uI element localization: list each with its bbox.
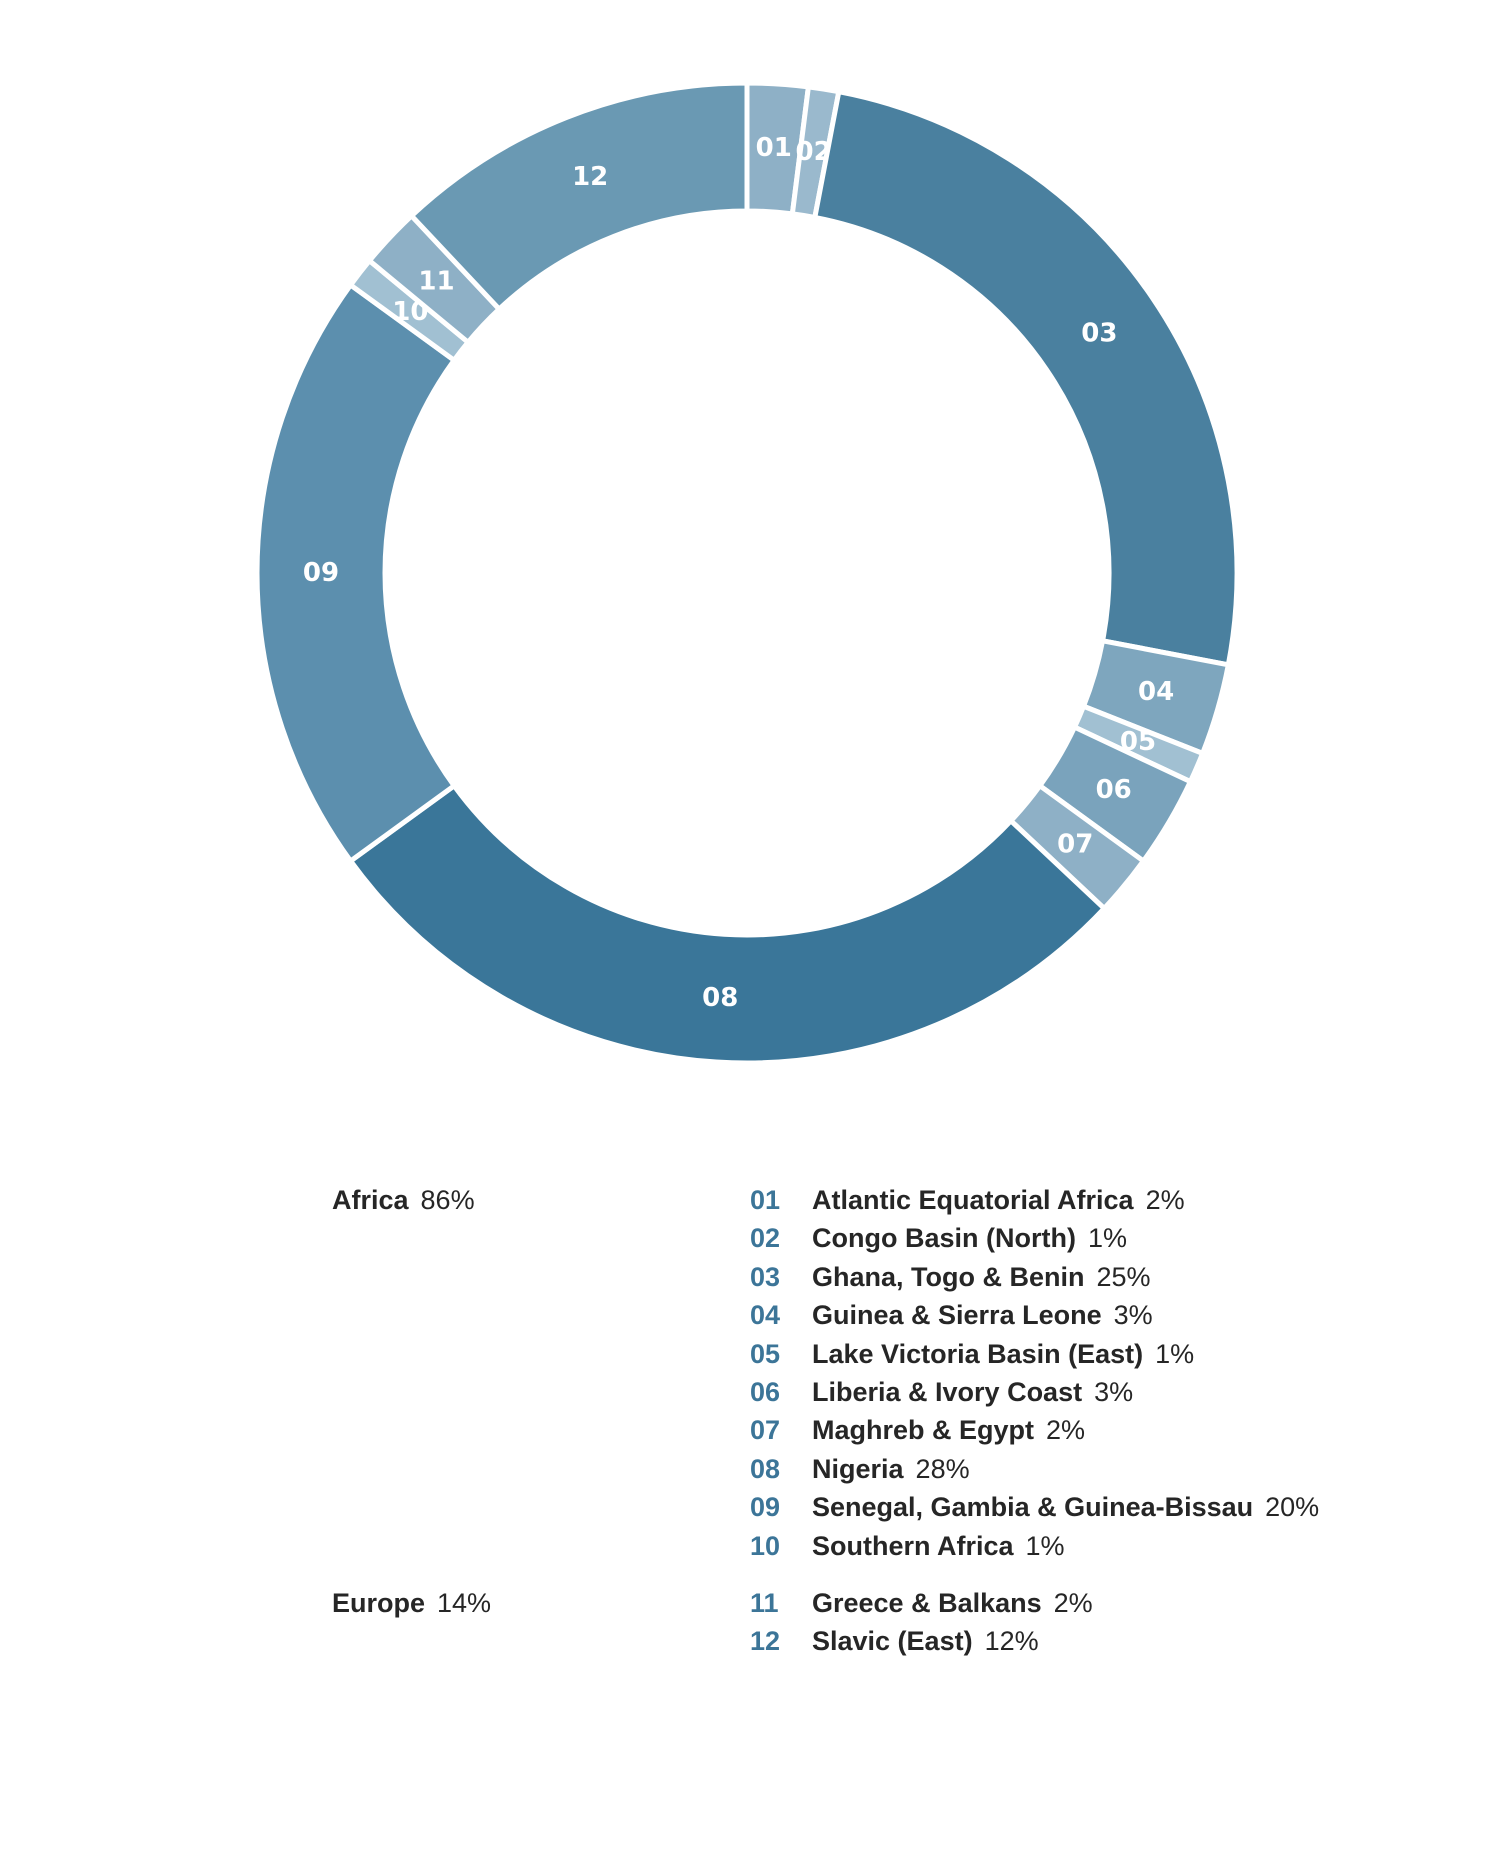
legend-item-08: 08 Nigeria 28% (0, 1450, 1494, 1488)
legend-number: 05 (750, 1338, 781, 1369)
group-label-africa: Africa 86% (332, 1181, 475, 1219)
legend-item-02: 02 Congo Basin (North) 1% (0, 1219, 1494, 1257)
legend-name: Southern Africa (812, 1530, 1014, 1561)
legend-item-01: 01 Atlantic Equatorial Africa 2% (0, 1181, 1494, 1219)
legend-number: 07 (750, 1415, 781, 1446)
legend-name: Liberia & Ivory Coast (812, 1377, 1083, 1407)
group-percent: 86% (420, 1185, 475, 1215)
legend-item-11: 11 Greece & Balkans 2% (0, 1584, 1494, 1622)
donut-segment-03 (811, 88, 1240, 668)
legend-name: Congo Basin (North) (812, 1223, 1076, 1254)
legend-item-07: 07 Maghreb & Egypt 2% (0, 1411, 1494, 1449)
segment-label-06: 06 (1096, 775, 1132, 805)
legend-item-06: 06 Liberia & Ivory Coast 3% (0, 1373, 1494, 1411)
legend-name: Senegal, Gambia & Guinea-Bissau (812, 1492, 1254, 1523)
segment-label-09: 09 (303, 558, 339, 588)
group-name: Africa (332, 1185, 409, 1215)
segment-label-11: 11 (418, 266, 454, 296)
legend-percent: 2% (1145, 1185, 1185, 1215)
legend-name: Maghreb & Egypt (812, 1415, 1035, 1446)
segment-label-01: 01 (756, 133, 792, 163)
legend-name: Slavic (East) (812, 1626, 973, 1657)
legend-percent: 1% (1087, 1223, 1127, 1254)
donut-segment-08 (347, 782, 1108, 1066)
segment-label-07: 07 (1057, 830, 1093, 860)
legend-percent: 3% (1113, 1300, 1153, 1331)
segment-label-08: 08 (702, 983, 738, 1013)
legend-percent: 2% (1053, 1588, 1093, 1618)
group-label-europe: Europe 14% (332, 1584, 491, 1622)
segment-label-03: 03 (1081, 319, 1117, 349)
legend-number: 11 (750, 1588, 779, 1618)
donut-segment-12 (408, 80, 750, 313)
segment-label-04: 04 (1138, 677, 1174, 707)
legend-number: 03 (750, 1261, 781, 1292)
legend-number: 01 (750, 1185, 781, 1215)
legend-percent: 20% (1265, 1492, 1320, 1523)
legend-number: 09 (750, 1492, 781, 1523)
legend-item-09: 09 Senegal, Gambia & Guinea-Bissau 20% (0, 1488, 1494, 1526)
legend-number: 02 (750, 1223, 781, 1254)
legend-name: Greece & Balkans (812, 1588, 1042, 1618)
legend-percent: 28% (915, 1453, 970, 1484)
legend-percent: 1% (1155, 1338, 1195, 1369)
legend-percent: 3% (1094, 1377, 1134, 1407)
legend-name: Nigeria (812, 1453, 904, 1484)
legend-name: Lake Victoria Basin (East) (812, 1338, 1144, 1369)
group-percent: 14% (437, 1588, 492, 1618)
legend-name: Guinea & Sierra Leone (812, 1300, 1102, 1331)
legend-number: 06 (750, 1377, 781, 1407)
legend-percent: 12% (984, 1626, 1039, 1657)
legend-item-12: 12 Slavic (East) 12% (0, 1622, 1494, 1660)
donut-segment-09 (254, 281, 458, 865)
group-name: Europe (332, 1588, 426, 1618)
legend-item-05: 05 Lake Victoria Basin (East) 1% (0, 1335, 1494, 1373)
legend-number: 04 (750, 1300, 781, 1331)
legend-percent: 1% (1025, 1530, 1065, 1561)
legend-number: 08 (750, 1453, 781, 1484)
legend-item-03: 03 Ghana, Togo & Benin 25% (0, 1258, 1494, 1296)
legend-name: Atlantic Equatorial Africa (812, 1185, 1134, 1215)
legend-item-04: 04 Guinea & Sierra Leone 3% (0, 1296, 1494, 1334)
legend-percent: 25% (1096, 1261, 1151, 1292)
legend-number: 10 (750, 1530, 781, 1561)
legend-name: Ghana, Togo & Benin (812, 1261, 1085, 1292)
segment-label-12: 12 (572, 162, 608, 192)
legend-percent: 2% (1046, 1415, 1086, 1446)
legend-number: 12 (750, 1626, 781, 1657)
legend-item-10: 10 Southern Africa 1% (0, 1527, 1494, 1565)
